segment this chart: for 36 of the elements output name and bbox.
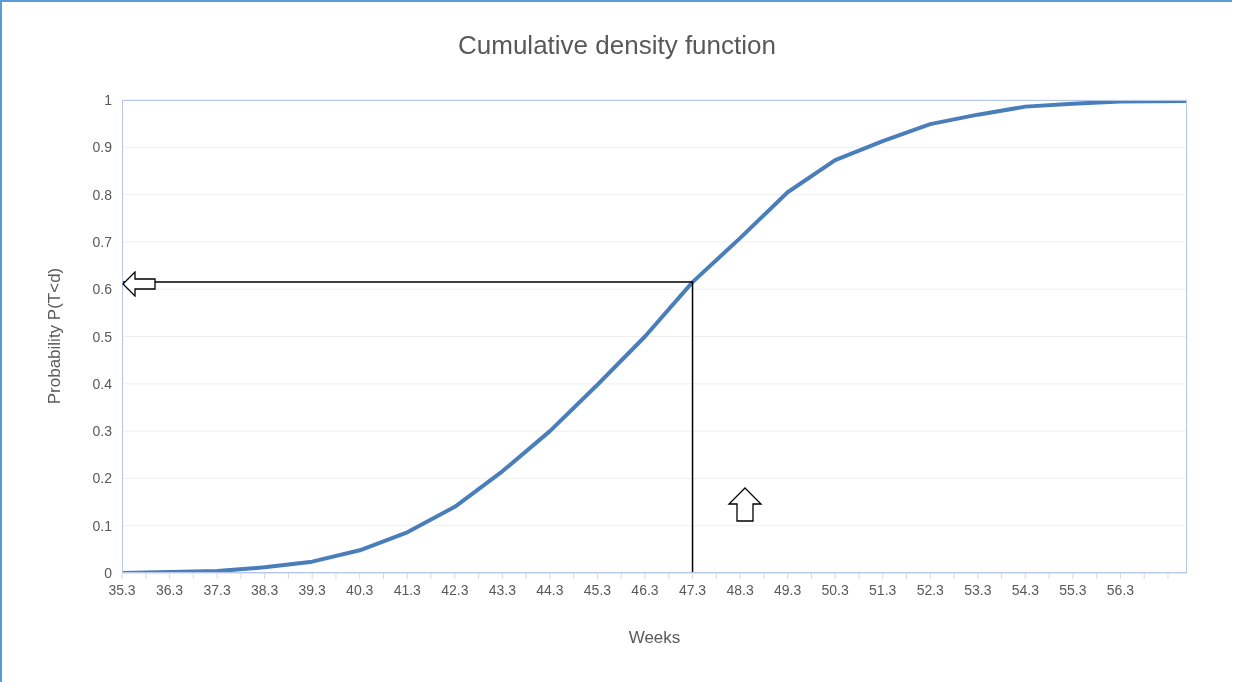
x-tick-label: 37.3 [203,582,231,598]
x-tick-label: 45.3 [583,582,612,598]
y-tick-label: 1 [104,92,113,108]
x-tick-label: 36.3 [155,582,184,598]
y-tick-label: 0.6 [92,281,113,298]
x-tick-label: 48.3 [726,582,754,598]
x-tick-label: 53.3 [964,582,992,598]
y-tick-label: 0.7 [92,233,113,250]
x-tick-label: 40.3 [346,582,374,598]
y-tick-label: 0.3 [92,423,113,440]
x-axis-title: Weeks [627,628,682,648]
x-tick-label: 42.3 [441,582,469,598]
x-tick-label: 46.3 [631,582,659,598]
x-tick-label: 47.3 [678,582,707,598]
x-tick-label: 38.3 [251,582,279,598]
x-tick-label: 55.3 [1059,582,1087,598]
x-tick-label: 54.3 [1011,582,1040,598]
x-tick-label: 49.3 [774,582,802,598]
x-tick-label: 39.3 [298,582,327,598]
chart-title: Cumulative density function [457,30,777,61]
y-tick-label: 0.2 [92,470,113,487]
x-tick-label: 50.3 [821,582,850,598]
y-tick-label: 0 [104,565,113,581]
y-tick-label: 0.4 [92,375,113,392]
y-tick-label: 0.1 [92,517,113,534]
x-tick-label: 35.3 [108,582,136,598]
x-tick-label: 44.3 [536,582,564,598]
y-tick-label: 0.8 [92,186,113,203]
y-axis-title: Probability P(T<d) [45,266,65,406]
x-tick-label: 56.3 [1106,582,1135,598]
x-tick-label: 43.3 [488,582,517,598]
y-tick-label: 0.5 [92,328,113,345]
x-tick-label: 52.3 [916,582,945,598]
x-tick-label: 41.3 [393,582,422,598]
x-tick-label: 51.3 [869,582,897,598]
y-tick-label: 0.9 [92,139,113,156]
